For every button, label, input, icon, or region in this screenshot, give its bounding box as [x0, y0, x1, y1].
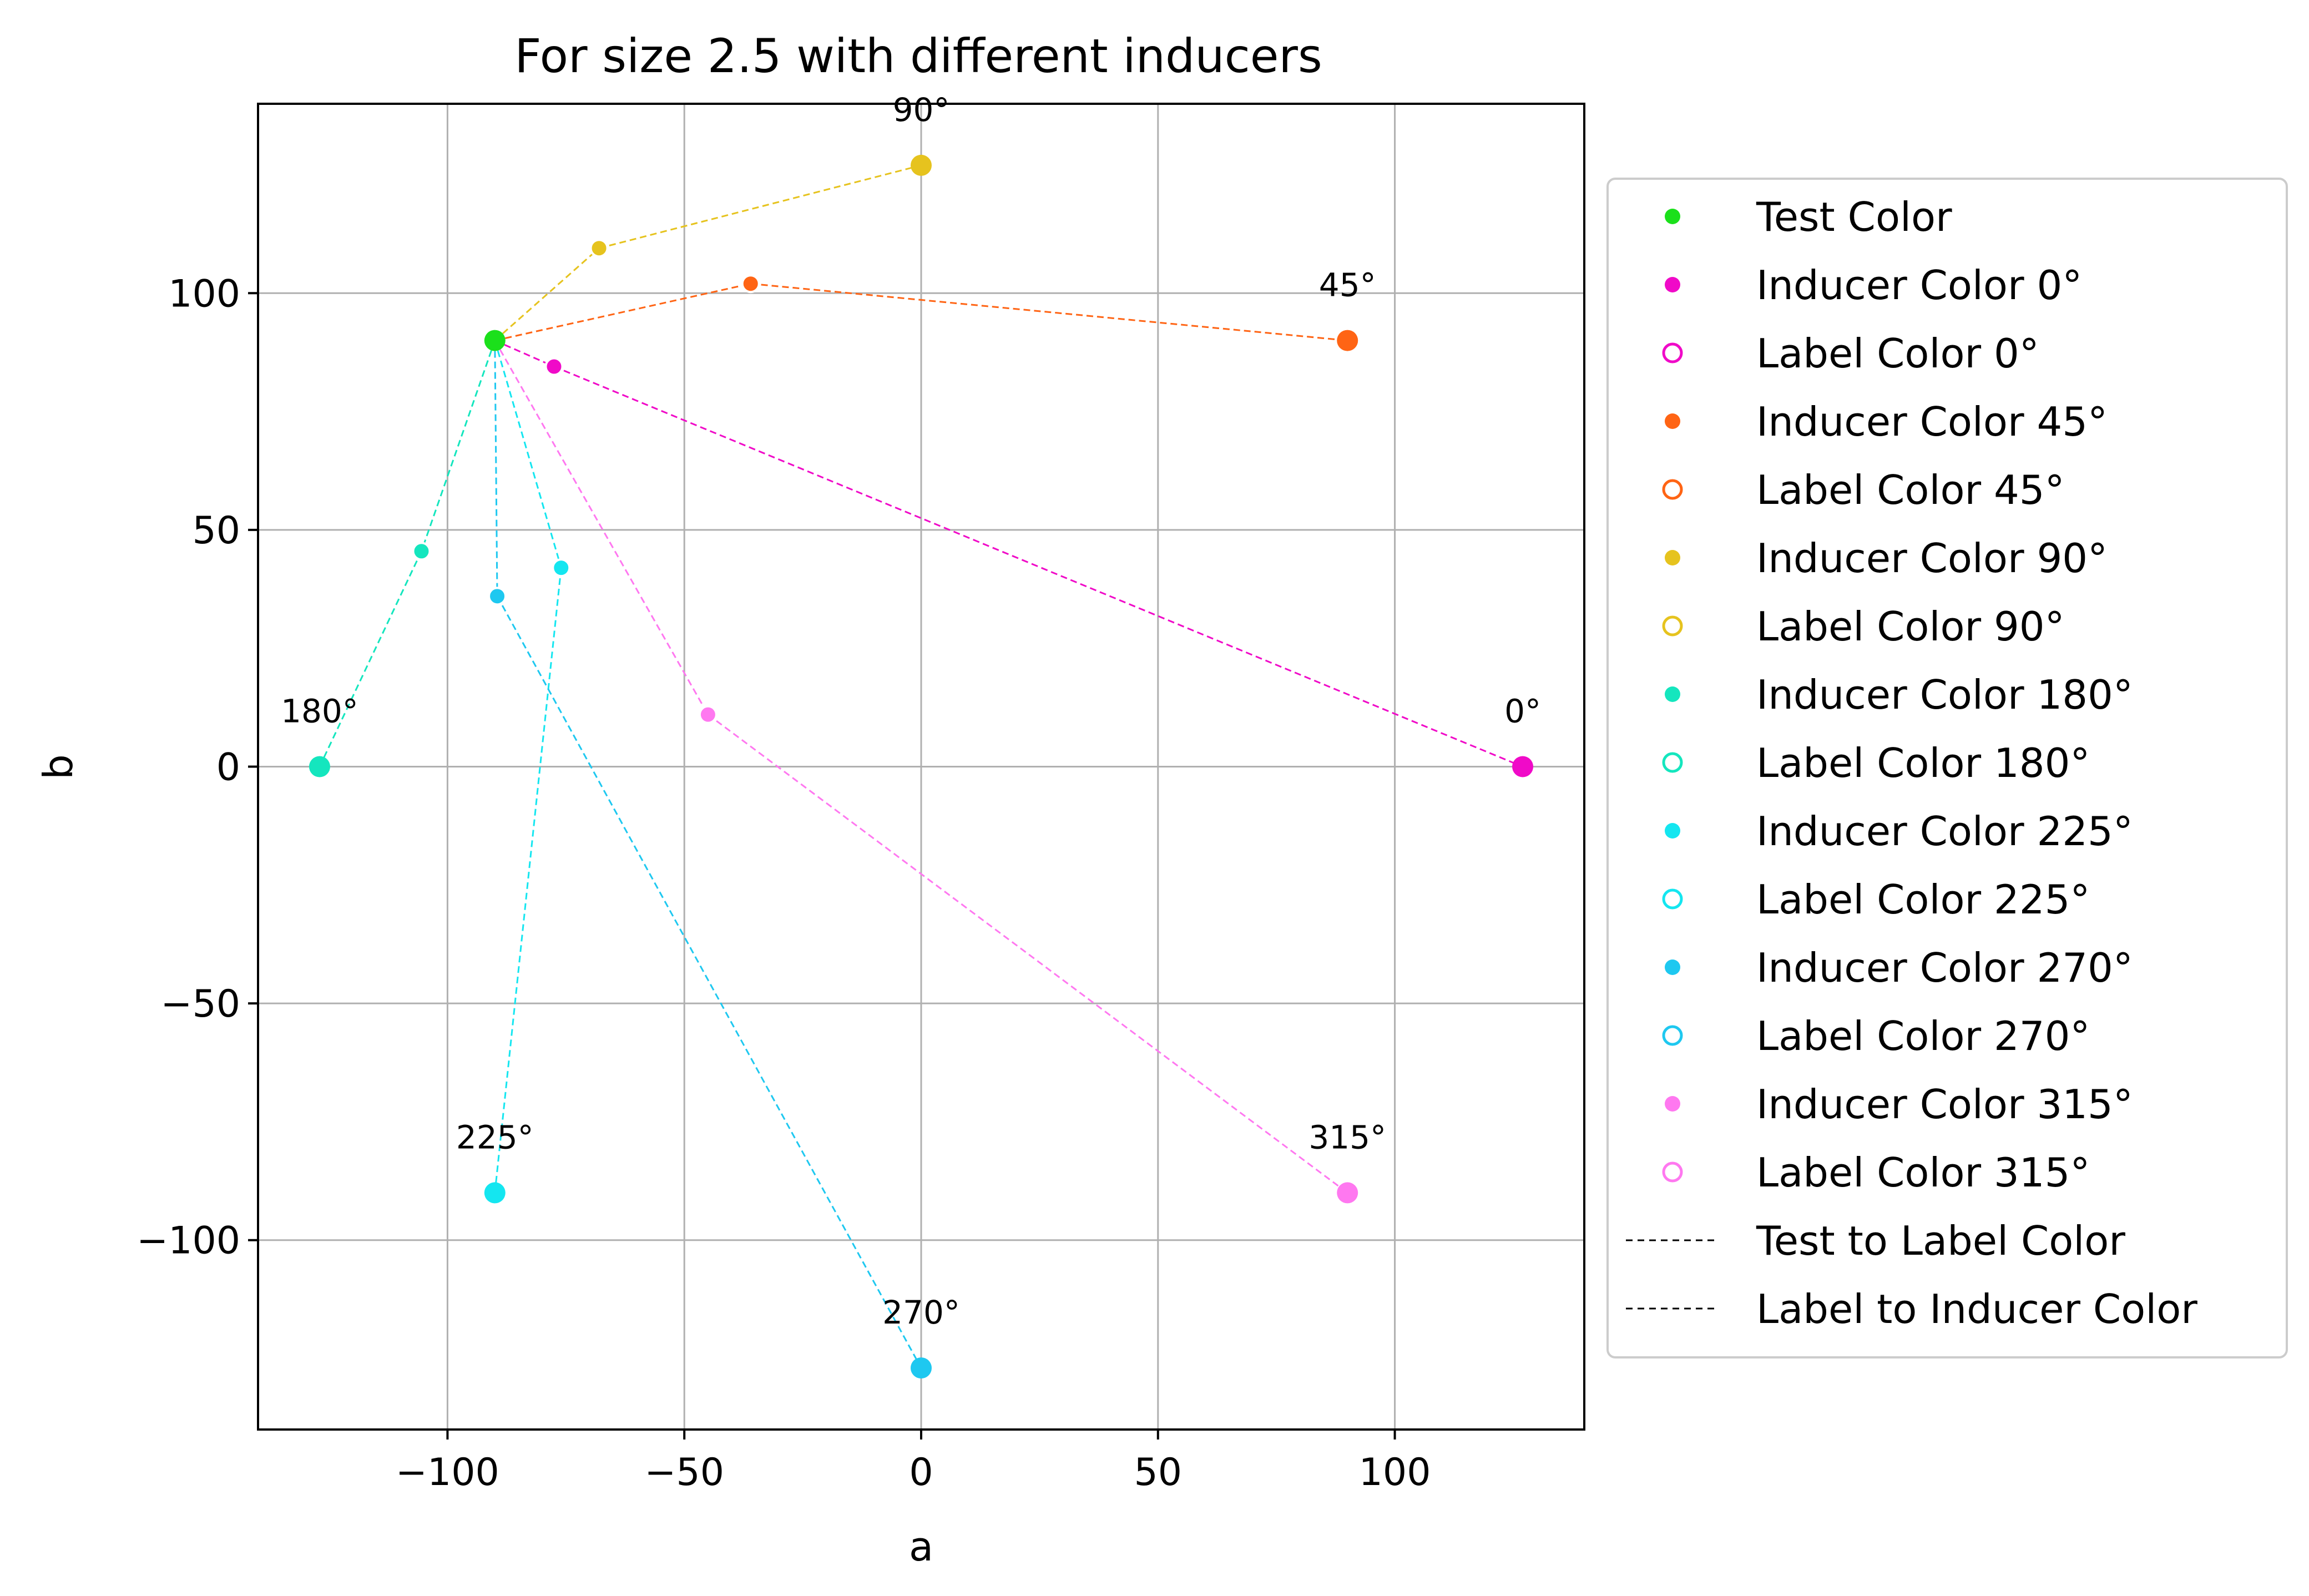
inducer-angle-label: 45°: [1319, 266, 1376, 304]
legend-label: Label Color 270°: [1756, 1013, 2090, 1059]
legend-marker-ring: [1662, 888, 1683, 910]
legend-marker-dot: [1665, 959, 1680, 975]
legend-label: Inducer Color 315°: [1756, 1081, 2133, 1128]
point-annotations: 0° 45° 90° 180° 225° 270° 315°: [281, 91, 1541, 1331]
connector-lines: [319, 164, 1523, 1368]
legend-label: Label Color 315°: [1756, 1149, 2090, 1196]
legend-label: Label Color 45°: [1756, 467, 2065, 513]
y-tick-label: −50: [160, 982, 240, 1026]
label-to-inducer-line: [494, 567, 562, 1193]
legend-label: Label Color 90°: [1756, 603, 2065, 650]
legend-label: Label Color 225°: [1756, 876, 2090, 923]
legend: Test Color Inducer Color 0° Label Color 0°…: [1606, 178, 2288, 1358]
legend-marker-dot: [1665, 413, 1680, 429]
inducer-point: [911, 1357, 932, 1379]
legend-marker-ring: [1662, 479, 1683, 500]
legend-marker-ring: [1662, 1025, 1683, 1046]
test-to-label-line: [494, 340, 498, 597]
legend-label: Test to Label Color: [1756, 1218, 2125, 1264]
legend-label: Inducer Color 45°: [1756, 398, 2108, 445]
x-tick-label: 100: [1359, 1451, 1431, 1494]
x-tick-label: −50: [644, 1451, 724, 1494]
inducer-point: [1512, 756, 1534, 777]
label-point-ring: [554, 561, 568, 574]
legend-items: Test Color Inducer Color 0° Label Color 0°…: [1626, 194, 2197, 1332]
legend-marker-dot: [1665, 823, 1680, 839]
x-tick-label: −100: [396, 1451, 499, 1494]
test-to-label-line: [421, 340, 496, 552]
y-tick-label: 50: [192, 509, 240, 553]
legend-label: Inducer Color 0°: [1756, 262, 2082, 309]
legend-label: Inducer Color 90°: [1756, 535, 2108, 582]
label-to-inducer-line: [599, 164, 922, 249]
test-color-point: [484, 330, 506, 351]
label-point-ring: [701, 708, 715, 721]
label-to-inducer-line: [496, 595, 922, 1368]
label-point-ring: [547, 360, 560, 373]
x-tick-label: 0: [909, 1451, 933, 1494]
legend-marker-ring: [1662, 615, 1683, 637]
label-point-ring: [744, 277, 757, 290]
test-to-label-line: [494, 340, 709, 715]
legend-marker-ring: [1662, 342, 1683, 363]
inducer-point: [911, 154, 932, 176]
legend-label: Label Color 180°: [1756, 740, 2090, 786]
y-axis-label: b: [35, 754, 82, 780]
legend-marker-dot: [1665, 277, 1680, 292]
y-tick-label: 0: [216, 746, 240, 790]
legend-label: Inducer Color 180°: [1756, 671, 2133, 718]
label-point-ring: [593, 241, 606, 255]
inducer-angle-label: 270°: [882, 1294, 960, 1331]
legend-marker-ring: [1662, 1161, 1683, 1183]
inducer-point: [484, 1182, 506, 1204]
label-to-inducer-line: [750, 282, 1348, 342]
y-tick-label: −100: [137, 1219, 240, 1263]
legend-marker-dot: [1665, 686, 1680, 702]
inducer-point: [309, 756, 330, 777]
inducer-angle-label: 180°: [281, 693, 358, 730]
legend-marker-dot: [1665, 550, 1680, 565]
label-point-ring: [415, 544, 428, 558]
label-to-inducer-line: [553, 366, 1523, 767]
test-to-label-line: [494, 248, 600, 341]
legend-marker-ring: [1662, 752, 1683, 773]
inducer-angle-label: 225°: [456, 1118, 534, 1156]
label-to-inducer-line: [319, 550, 422, 767]
legend-marker-dot: [1665, 209, 1680, 224]
test-to-label-line: [494, 340, 562, 568]
grid: [258, 104, 1584, 1430]
legend-label: Inducer Color 270°: [1756, 945, 2133, 991]
chart-title: For size 2.5 with different inducers: [514, 29, 1322, 83]
legend-label: Label to Inducer Color: [1756, 1286, 2197, 1332]
inducer-angle-label: 315°: [1308, 1118, 1386, 1156]
inducer-angle-label: 0°: [1504, 693, 1541, 730]
axis-ticks: −100 −50 0 50 100 −100 −50 0 50 100: [137, 272, 1431, 1494]
legend-marker-dot: [1665, 1096, 1680, 1112]
inducer-point: [1337, 330, 1358, 351]
legend-label: Inducer Color 225°: [1756, 808, 2133, 855]
legend-label: Test Color: [1756, 194, 1952, 240]
test-to-label-line: [494, 282, 751, 342]
x-tick-label: 50: [1134, 1451, 1183, 1494]
legend-label: Label Color 0°: [1756, 330, 2039, 377]
legend-frame: [1606, 178, 2288, 1358]
x-axis-label: a: [909, 1523, 933, 1570]
data-points: [309, 154, 1534, 1379]
y-tick-label: 100: [168, 272, 240, 316]
inducer-point: [1337, 1182, 1358, 1204]
label-to-inducer-line: [707, 714, 1348, 1194]
label-point-ring: [491, 589, 504, 603]
test-to-label-line: [494, 340, 555, 367]
inducer-angle-label: 90°: [893, 91, 950, 129]
